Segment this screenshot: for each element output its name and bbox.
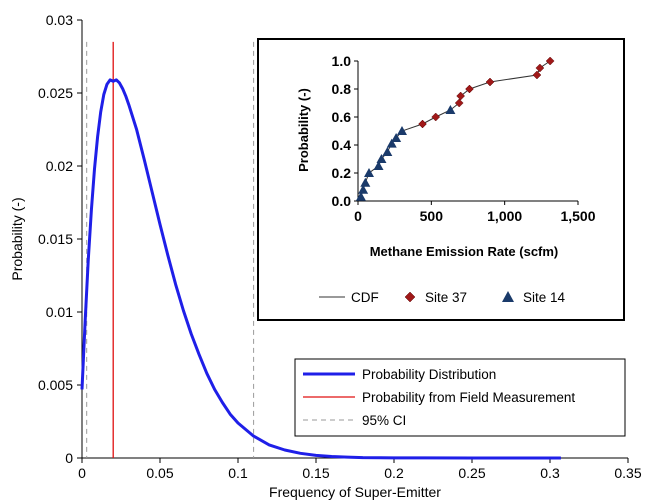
- site37-point: [485, 77, 495, 87]
- main-legend-ci-label: 95% CI: [362, 413, 406, 428]
- site37-point: [545, 56, 555, 66]
- main-y-axis-label: Probability (-): [9, 197, 25, 280]
- main-x-tick-label: 0.3: [540, 465, 560, 481]
- site14-point: [382, 147, 393, 156]
- main-x-tick-label: 0.35: [614, 465, 641, 481]
- site14-point: [360, 177, 371, 187]
- main-x-axis-label: Frequency of Super-Emitter: [269, 484, 441, 500]
- site37-point: [418, 119, 427, 129]
- main-y-tick-label: 0.01: [46, 304, 73, 320]
- main-y-tick-label: 0.03: [46, 12, 73, 28]
- probability-distribution-line: [80, 78, 561, 460]
- site14-point: [386, 138, 397, 148]
- inset-chart: 0.0 0.2 0.4 0.6 0.8 1.0 0 500 1,000 1,500 Methan…: [257, 38, 625, 321]
- inset-frame: [257, 38, 625, 321]
- inset-legend-cdf-label: CDF: [351, 290, 379, 305]
- inset-legend-site37-label: Site 37: [425, 290, 467, 305]
- main-chart: 0 0.005 0.01 0.015 0.02 0.025 0.03 0 0.05 0.1 0.1…: [9, 12, 642, 500]
- main-x-tick-label: 0.25: [458, 465, 485, 481]
- main-y-tick-label: 0.005: [38, 377, 73, 393]
- site14-point: [358, 184, 369, 194]
- site14-point: [364, 168, 374, 177]
- inset-x-tick-label: 1,000: [487, 208, 522, 224]
- site37-point: [532, 70, 542, 80]
- site37-point: [431, 112, 441, 122]
- site14-point: [445, 105, 456, 114]
- inset-x-tick-label: 0: [354, 208, 362, 224]
- site14-point: [397, 126, 407, 135]
- inset-legend-site14-swatch: [502, 291, 514, 302]
- main-y-tick-label: 0.025: [38, 85, 73, 101]
- inset-legend-site14-label: Site 14: [523, 290, 566, 305]
- inset-x-tick-label: 500: [420, 208, 444, 224]
- site37-point: [454, 98, 464, 108]
- inset-y-tick-label: 0.2: [332, 165, 352, 181]
- site14-point: [373, 161, 384, 170]
- site14-point: [355, 191, 366, 201]
- main-y-tick-label: 0: [65, 450, 73, 466]
- main-x-tick-label: 0.05: [146, 465, 173, 481]
- site37-point: [465, 84, 474, 94]
- inset-legend: CDF Site 37 Site 14: [319, 290, 566, 305]
- main-x-tick-label: 0.2: [384, 465, 404, 481]
- inset-y-tick-label: 1.0: [332, 53, 352, 69]
- site37-point: [456, 91, 466, 101]
- inset-y-tick-label: 0.8: [332, 81, 352, 97]
- inset-legend-site37-swatch: [404, 291, 416, 303]
- inset-y-tick-label: 0.6: [332, 109, 352, 125]
- inset-x-axis-label: Methane Emission Rate (scfm): [370, 244, 559, 259]
- main-x-tick-label: 0.1: [228, 465, 248, 481]
- inset-y-axis-label: Probability (-): [296, 88, 311, 172]
- inset-x-tick-label: 1,500: [560, 208, 595, 224]
- inset-y-tick-label: 0.0: [332, 193, 352, 209]
- site37-point: [535, 63, 545, 73]
- main-y-tick-label: 0.015: [38, 231, 73, 247]
- main-legend-field-label: Probability from Field Measurement: [362, 390, 575, 405]
- site14-point: [391, 133, 402, 142]
- main-x-tick-label: 0.15: [302, 465, 329, 481]
- main-legend: Probability Distribution Probability fro…: [294, 358, 626, 437]
- inset-y-tick-label: 0.4: [332, 137, 352, 153]
- main-legend-dist-label: Probability Distribution: [362, 367, 496, 382]
- main-x-tick-label: 0: [78, 465, 86, 481]
- site14-point: [376, 154, 387, 163]
- main-y-tick-label: 0.02: [46, 158, 73, 174]
